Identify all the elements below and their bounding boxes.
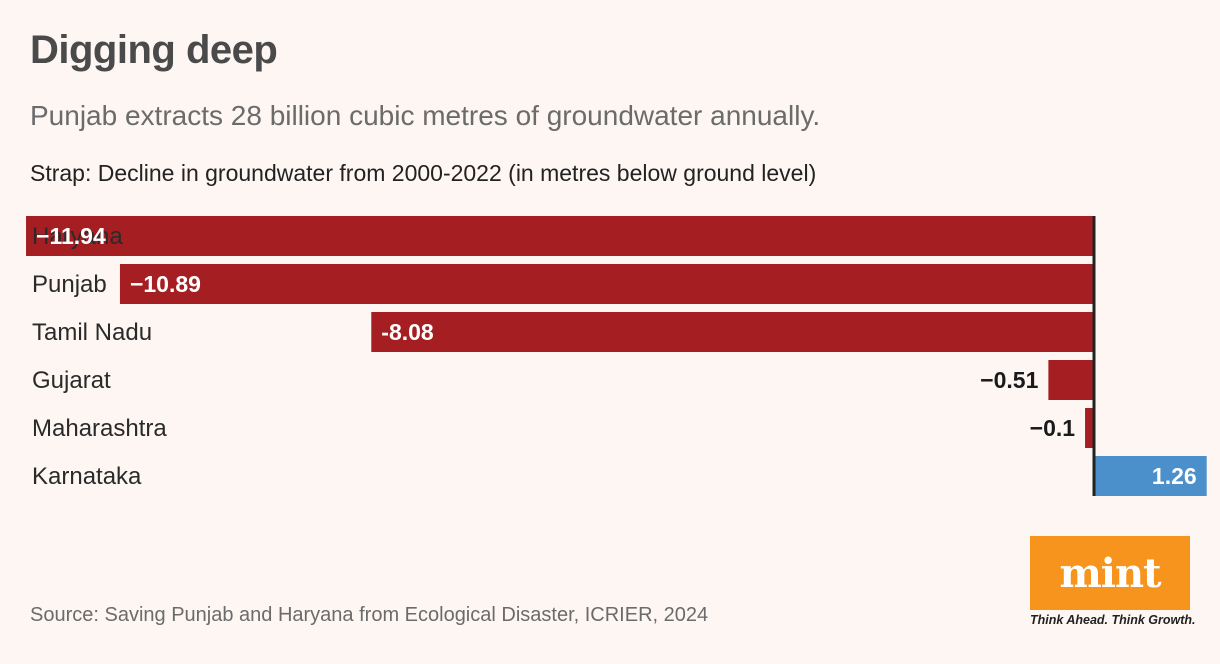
bar-haryana: [26, 216, 1095, 256]
category-label: Karnataka: [32, 463, 142, 490]
bar-maharashtra: [1085, 408, 1094, 448]
bar-karnataka: [1094, 456, 1207, 496]
category-label: Punjab: [32, 271, 107, 298]
logo-tagline: Think Ahead. Think Growth.: [1030, 613, 1196, 627]
chart-subtitle: Punjab extracts 28 billion cubic metres …: [30, 100, 821, 131]
chart-title: Digging deep: [30, 28, 278, 72]
bar-gujarat: [1048, 360, 1094, 400]
value-label: −0.51: [980, 367, 1038, 393]
category-label: Gujarat: [32, 367, 111, 394]
category-label: Haryana: [32, 223, 123, 250]
logo-text: mint: [1059, 549, 1161, 597]
value-label: -8.08: [381, 319, 434, 345]
mint-logo: mint: [1030, 536, 1190, 610]
bar-chart: Haryana−11.94 Punjab −10.89 Tamil Nadu -8.08…: [26, 216, 1207, 496]
zero-axis-line: [1092, 216, 1096, 496]
bar-punjab: [119, 264, 1094, 304]
chart-strap: Strap: Decline in groundwater from 2000-…: [30, 160, 817, 186]
category-label: Maharashtra: [32, 415, 167, 442]
bar-tamil-nadu: [371, 312, 1094, 352]
value-label: −10.89: [130, 271, 201, 297]
value-label: 1.26: [1152, 463, 1197, 489]
source-note: Source: Saving Punjab and Haryana from E…: [30, 604, 709, 626]
value-label: −0.1: [1030, 415, 1076, 441]
value-label: −11.94: [36, 223, 106, 249]
category-label: Tamil Nadu: [32, 319, 152, 346]
